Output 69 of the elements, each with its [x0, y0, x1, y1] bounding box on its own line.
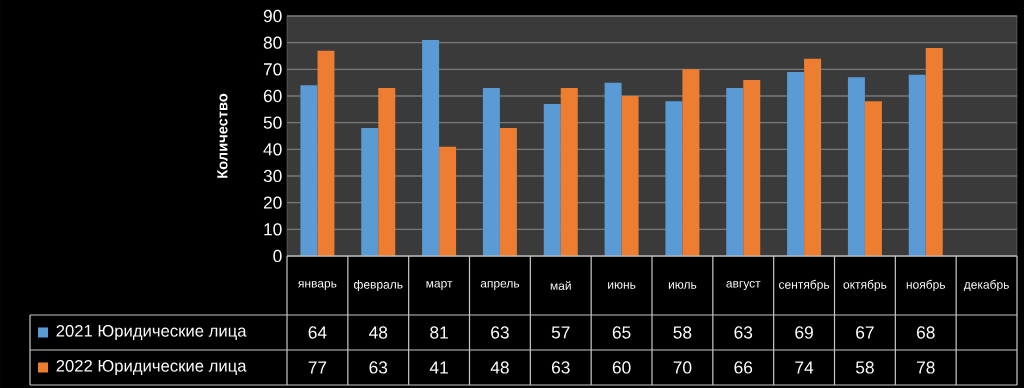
data-label: 57	[551, 326, 570, 339]
bar	[743, 79, 761, 256]
bar	[543, 103, 561, 256]
data-label: 58	[673, 326, 692, 339]
y-tick-label: 40	[263, 143, 282, 156]
bar	[864, 101, 882, 256]
y-tick-label: 20	[263, 196, 282, 209]
x-tick-label: апрель	[480, 281, 520, 290]
data-label: 68	[916, 326, 935, 339]
bar	[604, 82, 622, 256]
x-tick-label: декабрь	[963, 279, 1009, 292]
x-tick-label: май	[550, 280, 571, 290]
data-label: 63	[369, 361, 388, 374]
bar	[787, 71, 805, 256]
legend-label: 2022 Юридические лица	[56, 359, 247, 376]
data-label: 65	[612, 326, 631, 339]
bar	[665, 101, 683, 256]
bar	[560, 87, 578, 256]
bar	[317, 50, 335, 256]
y-tick-label: 80	[263, 36, 282, 49]
bar	[422, 39, 440, 256]
legend-label: 2021 Юридические лица	[56, 324, 247, 341]
bar	[499, 127, 517, 256]
bar	[361, 127, 379, 256]
data-label: 48	[369, 326, 388, 339]
data-label: 70	[673, 361, 692, 374]
data-label: 60	[612, 361, 631, 374]
bar	[726, 87, 744, 256]
bar	[378, 87, 396, 256]
data-label: 48	[490, 361, 509, 374]
bar	[439, 146, 457, 256]
bar	[804, 58, 822, 256]
x-tick-label: ноябрь	[906, 279, 946, 292]
y-tick-label: 70	[263, 63, 282, 76]
x-tick-label: январь	[298, 281, 337, 290]
data-label: 63	[551, 361, 570, 374]
y-tick-label: 0	[273, 249, 282, 263]
data-label: 63	[734, 326, 753, 339]
data-label: 58	[855, 361, 874, 374]
data-label: 77	[308, 361, 327, 374]
bar	[908, 74, 926, 256]
data-label: 67	[856, 326, 874, 339]
x-tick-label: октябрь	[843, 279, 887, 292]
bar	[300, 85, 318, 256]
data-label: 66	[734, 361, 753, 374]
bar	[482, 87, 500, 256]
y-axis-title: Количество	[217, 93, 228, 178]
x-tick-label: июнь	[608, 282, 636, 289]
x-tick-label: март	[426, 281, 453, 290]
bar	[682, 69, 700, 256]
bar	[847, 77, 865, 256]
data-label: 64	[308, 326, 327, 339]
data-label: 41	[429, 361, 448, 374]
x-tick-label: февраль	[354, 279, 403, 292]
y-tick-label: 60	[263, 89, 282, 103]
data-label: 69	[795, 326, 813, 339]
x-tick-label: июль	[668, 282, 697, 289]
y-tick-label: 50	[263, 116, 282, 129]
data-label: 81	[430, 326, 448, 339]
y-tick-label: 30	[263, 169, 282, 183]
bar	[621, 95, 639, 256]
x-tick-label: август	[726, 281, 761, 290]
data-label: 63	[491, 326, 509, 339]
data-label: 74	[795, 361, 814, 374]
y-tick-label: 10	[264, 223, 282, 236]
y-tick-label: 90	[263, 9, 282, 23]
x-tick-label: сентябрь	[779, 279, 830, 292]
data-label: 78	[917, 361, 935, 374]
bar	[925, 47, 943, 256]
